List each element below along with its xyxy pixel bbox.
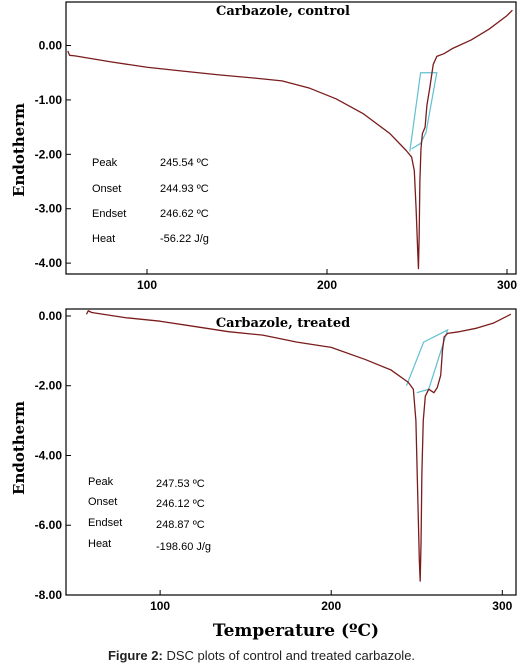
- x-tick-label: 300: [492, 599, 512, 613]
- annotation-block: Peak 245.54 ºC Onset 244.93 ºC Endset 24…: [92, 157, 209, 245]
- y-axis-label: Endotherm: [10, 103, 28, 197]
- plot-frame: [65, 308, 517, 596]
- dsc-curve: [85, 310, 512, 582]
- panel-title: Carbazole, control: [216, 4, 350, 19]
- y-tick-label: 0.00: [39, 309, 63, 323]
- annotation-label-onset: Onset: [92, 183, 121, 195]
- treated-panel: Carbazole, treated Endotherm 100 200 300 0.…: [10, 308, 517, 613]
- y-tick-label: -6.00: [35, 518, 63, 532]
- y-tick-label: -2.00: [35, 147, 63, 161]
- annotation-label-endset: Endset: [88, 517, 122, 529]
- annotation-label-heat: Heat: [88, 538, 111, 550]
- x-tick-label: 100: [137, 278, 157, 292]
- integration-baseline: [405, 328, 449, 394]
- y-tick-label: -4.00: [35, 256, 63, 270]
- annotation-value-onset: 246.12 ºC: [156, 498, 205, 510]
- y-tick-label: -2.00: [35, 379, 63, 393]
- x-axis-label: Temperature (ºC): [213, 621, 379, 641]
- y-tick-label: -1.00: [35, 93, 63, 107]
- dsc-curve: [67, 9, 513, 270]
- caption-text: DSC plots of control and treated carbazo…: [162, 648, 416, 663]
- y-tick-label: -4.00: [35, 448, 63, 462]
- annotation-label-peak: Peak: [88, 476, 114, 488]
- y-tick-label: 0.00: [39, 39, 63, 53]
- y-tick-label: -3.00: [35, 202, 63, 216]
- axis-ticks: 100 200 300 0.00 -1.00 -2.00 -3.00 -4.00: [35, 39, 518, 292]
- x-tick-label: 200: [321, 599, 341, 613]
- annotation-label-heat: Heat: [92, 233, 115, 245]
- control-panel: Carbazole, control Endotherm 100 200 300 0.…: [10, 1, 518, 292]
- data-layer: [67, 9, 513, 270]
- x-tick-label: 100: [150, 599, 170, 613]
- annotation-label-endset: Endset: [92, 208, 126, 220]
- annotation-value-peak: 245.54 ºC: [160, 157, 209, 169]
- annotation-value-endset: 248.87 ºC: [156, 519, 205, 531]
- annotation-value-heat: -198.60 J/g: [156, 541, 211, 553]
- figure-caption: Figure 2: DSC plots of control and treat…: [0, 648, 523, 663]
- panel-title: Carbazole, treated: [216, 316, 350, 331]
- data-layer: [85, 310, 512, 582]
- annotation-value-heat: -56.22 J/g: [160, 233, 209, 245]
- caption-label: Figure 2:: [107, 648, 163, 663]
- y-axis-label: Endotherm: [10, 401, 28, 495]
- annotation-block: Peak 247.53 ºC Onset 246.12 ºC Endset 24…: [88, 476, 211, 553]
- x-tick-label: 200: [317, 278, 337, 292]
- plot-frame: [65, 1, 517, 275]
- annotation-label-onset: Onset: [88, 496, 117, 508]
- x-tick-label: 300: [497, 278, 517, 292]
- integration-baseline: [409, 72, 438, 152]
- annotation-value-peak: 247.53 ºC: [156, 478, 205, 490]
- annotation-label-peak: Peak: [92, 157, 118, 169]
- annotation-value-endset: 246.62 ºC: [160, 208, 209, 220]
- axis-ticks: 100 200 300 0.00 -2.00 -4.00 -6.00 -8.00: [35, 309, 513, 613]
- y-tick-label: -8.00: [35, 588, 63, 602]
- annotation-value-onset: 244.93 ºC: [160, 183, 209, 195]
